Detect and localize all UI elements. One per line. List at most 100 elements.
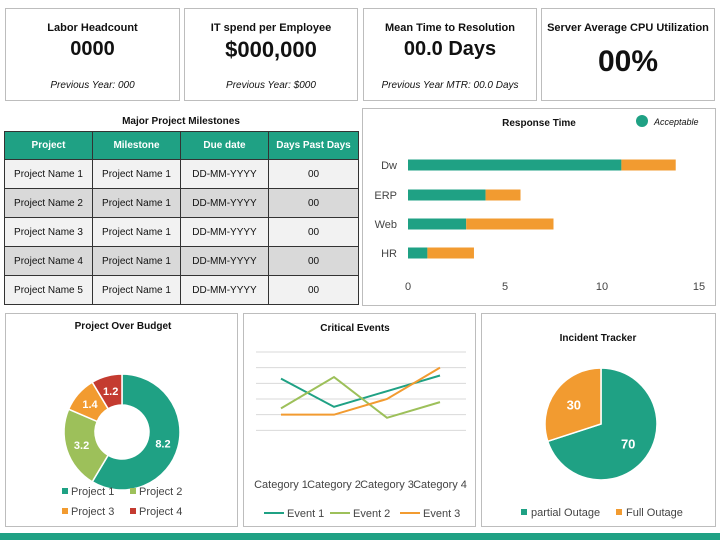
category-label: HR xyxy=(381,248,397,260)
bar-segment xyxy=(621,159,676,171)
table-cell: Project Name 5 xyxy=(4,275,93,305)
kpi-subtext: Previous Year MTR: 00.0 Days xyxy=(381,80,519,91)
bar-segment xyxy=(408,189,486,201)
kpi-card-cpu: Server Average CPU Utilization 00% xyxy=(541,8,715,101)
x-tick-label: 5 xyxy=(502,281,508,293)
kpi-value: $000,000 xyxy=(225,37,317,62)
table-cell: Project Name 2 xyxy=(4,188,93,218)
kpi-value: 00.0 Days xyxy=(403,38,497,60)
legend-swatch xyxy=(130,508,136,514)
legend-label: Project 4 xyxy=(139,506,182,518)
legend-swatch xyxy=(130,488,136,494)
table-row: Project Name 1 Project Name 1 DD-MM-YYYY… xyxy=(4,159,359,189)
chart-title: Response Time xyxy=(502,118,576,129)
pie-slice xyxy=(544,367,602,443)
x-tick-label: 10 xyxy=(596,281,608,293)
donut-slice xyxy=(63,408,110,483)
x-tick-label: Category 4 xyxy=(413,479,467,491)
table-cell: DD-MM-YYYY xyxy=(180,159,269,189)
table-cell: DD-MM-YYYY xyxy=(180,217,269,247)
bar-segment xyxy=(485,189,521,201)
project-over-budget-panel: Project Over Budget 8.2 3.2 1.4 1.2 Project … xyxy=(5,313,238,527)
legend-label-acceptable: Acceptable xyxy=(653,117,699,127)
kpi-value: 0000 xyxy=(70,38,115,60)
data-label: 8.2 xyxy=(155,438,170,450)
kpi-title: Mean Time to Resolution xyxy=(385,22,515,34)
table-cell: 00 xyxy=(268,246,359,276)
legend-swatch xyxy=(62,488,68,494)
legend-label: Project 3 xyxy=(71,506,114,518)
footer-accent-bar xyxy=(0,533,720,540)
chart-title: Critical Events xyxy=(320,323,390,334)
kpi-subtext: Previous Year: $000 xyxy=(226,80,316,91)
bar-segment xyxy=(427,247,474,259)
table-cell: 00 xyxy=(268,159,359,189)
incident-tracker-panel: Incident Tracker 70 30 partial Outage Full … xyxy=(481,313,716,527)
table-cell: 00 xyxy=(268,275,359,305)
data-label: 30 xyxy=(567,397,581,412)
project-over-budget-chart: Project Over Budget 8.2 3.2 1.4 1.2 Project … xyxy=(62,321,182,518)
legend-swatch xyxy=(521,509,527,515)
table-cell: 00 xyxy=(268,217,359,247)
table-cell: Project Name 1 xyxy=(92,217,181,247)
table-cell: Project Name 1 xyxy=(92,275,181,305)
table-cell: DD-MM-YYYY xyxy=(180,188,269,218)
x-tick-label: 0 xyxy=(405,281,411,293)
pie-slice xyxy=(546,367,658,481)
response-time-chart: Response Time Acceptable Dw ERP Web HR 0 5 10 1… xyxy=(374,115,705,293)
table-row: Project Name 2 Project Name 1 DD-MM-YYYY… xyxy=(4,188,359,218)
category-label: Dw xyxy=(381,160,397,172)
series-line xyxy=(280,374,441,408)
kpi-card-it-spend: IT spend per Employee $000,000 Previous … xyxy=(184,8,358,101)
donut-slice xyxy=(91,373,181,491)
legend-swatch xyxy=(62,508,68,514)
table-cell: Project Name 1 xyxy=(4,159,93,189)
incident-tracker-chart: Incident Tracker 70 30 partial Outage Full … xyxy=(521,333,683,519)
category-label: ERP xyxy=(374,190,397,202)
table-cell: Project Name 1 xyxy=(92,246,181,276)
chart-title: Project Over Budget xyxy=(75,321,172,332)
series-line xyxy=(280,375,441,419)
x-tick-label: Category 3 xyxy=(360,479,414,491)
kpi-value: 00% xyxy=(597,45,659,78)
legend-label: Event 1 xyxy=(287,508,324,520)
table-cell: DD-MM-YYYY xyxy=(180,275,269,305)
kpi-card-mttr: Mean Time to Resolution 00.0 Days Previo… xyxy=(363,8,537,101)
legend-swatch xyxy=(616,509,622,515)
kpi-card-labor: Labor Headcount 0000 Previous Year: 000 xyxy=(5,8,180,101)
kpi-subtext: Previous Year: 000 xyxy=(50,80,135,91)
bar-segment xyxy=(408,159,622,171)
legend-label: Project 2 xyxy=(139,486,182,498)
table-row: Project Name 3 Project Name 1 DD-MM-YYYY… xyxy=(4,217,359,247)
legend-swatch-acceptable xyxy=(636,115,648,127)
kpi-title: Server Average CPU Utilization xyxy=(547,22,709,34)
data-label: 3.2 xyxy=(74,440,89,452)
data-label: 70 xyxy=(621,437,635,452)
table-cell: Project Name 1 xyxy=(92,188,181,218)
table-cell: Project Name 3 xyxy=(4,217,93,247)
legend-label: Event 2 xyxy=(353,508,390,520)
column-header: Milestone xyxy=(92,131,181,160)
category-label: Web xyxy=(375,219,397,231)
data-label: 1.4 xyxy=(82,399,98,411)
response-time-panel: Response Time Acceptable Dw ERP Web HR 0 5 10 1… xyxy=(362,108,716,306)
kpi-title: IT spend per Employee xyxy=(210,22,332,34)
bar-segment xyxy=(466,218,554,230)
milestones-table: Project Milestone Due date Days Past Day… xyxy=(4,131,359,305)
table-cell: DD-MM-YYYY xyxy=(180,246,269,276)
bar-segment xyxy=(408,247,428,259)
table-row: Project Name 4 Project Name 1 DD-MM-YYYY… xyxy=(4,246,359,276)
column-header: Days Past Days xyxy=(268,131,359,160)
table-cell: Project Name 4 xyxy=(4,246,93,276)
x-tick-label: Category 2 xyxy=(307,479,361,491)
data-label: 1.2 xyxy=(103,386,118,398)
chart-title: Incident Tracker xyxy=(560,333,637,344)
milestones-title: Major Project Milestones xyxy=(122,116,240,127)
table-header-row: Project Milestone Due date Days Past Day… xyxy=(4,131,359,160)
critical-events-chart: Critical Events Category 1 Category 2 Cate… xyxy=(254,323,467,520)
legend-label: Project 1 xyxy=(71,486,114,498)
column-header: Due date xyxy=(180,131,269,160)
x-tick-label: 15 xyxy=(693,281,705,293)
bar-segment xyxy=(408,218,467,230)
legend-label: Full Outage xyxy=(626,507,683,519)
